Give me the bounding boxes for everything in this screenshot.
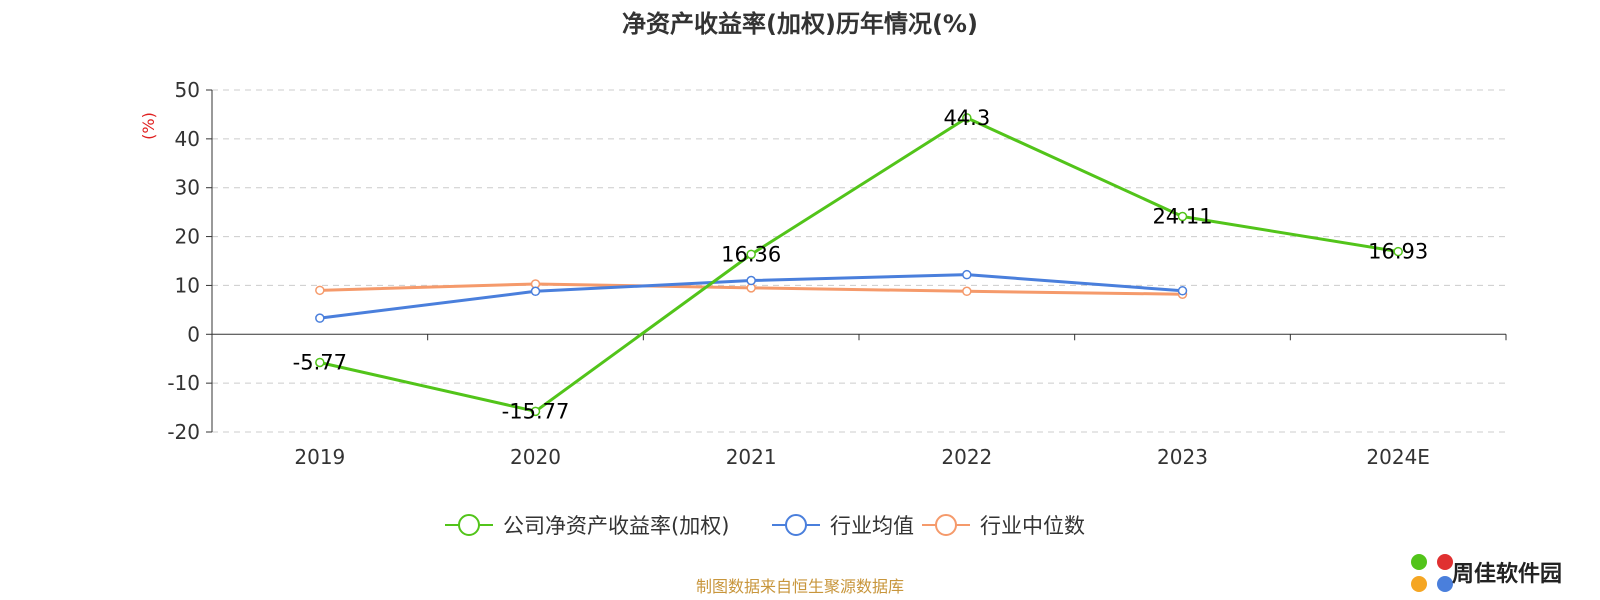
data-labels: -5.77 -15.77 16.36 44.3 24.11 16.93 xyxy=(293,106,1429,423)
legend-item[interactable]: 行业中位数 xyxy=(922,514,1085,538)
legend-marker xyxy=(935,514,957,536)
x-tick-label: 2024E xyxy=(1366,445,1430,469)
data-label: 24.11 xyxy=(1152,204,1212,228)
y-tick-label: 20 xyxy=(175,225,200,249)
legend-marker xyxy=(458,514,480,536)
data-point[interactable] xyxy=(1393,246,1403,257)
grid-lines xyxy=(212,89,1506,433)
data-point[interactable] xyxy=(315,357,325,368)
series-lines xyxy=(315,113,1403,417)
axes: 50 40 30 20 10 0 -10 -20 2019 2020 2021 2022 2023 202… xyxy=(167,78,1507,469)
data-label: 16.36 xyxy=(721,242,781,266)
x-tick-label: 2021 xyxy=(726,445,777,469)
y-tick-label: 30 xyxy=(175,176,200,200)
chart-title: 净资产收益率(加权)历年情况(%) xyxy=(622,10,978,38)
data-point[interactable] xyxy=(315,313,325,323)
pinwheel-logo-icon xyxy=(1411,554,1453,592)
x-tick-label: 2020 xyxy=(510,445,561,469)
y-tick-label: -20 xyxy=(167,420,200,444)
y-axis-label: (%) xyxy=(139,112,158,140)
data-label: -5.77 xyxy=(293,350,347,374)
series-line-0 xyxy=(319,116,1399,413)
data-point[interactable] xyxy=(1177,286,1188,296)
logo-text: 周佳软件园 xyxy=(1452,561,1562,587)
legend[interactable]: 公司净资产收益率(加权) 行业均值 行业中位数 xyxy=(445,514,1085,538)
logo: 周佳软件园 xyxy=(1411,554,1562,592)
legend-label: 公司净资产收益率(加权) xyxy=(503,514,729,538)
x-tick-label: 2019 xyxy=(294,445,345,469)
y-tick-label: 50 xyxy=(175,78,200,102)
legend-marker xyxy=(785,514,807,536)
data-point[interactable] xyxy=(962,286,972,297)
x-tick-label: 2023 xyxy=(1157,445,1208,469)
x-tick-label: 2022 xyxy=(941,445,992,469)
legend-label: 行业中位数 xyxy=(980,514,1085,538)
source-note: 制图数据来自恒生聚源数据库 xyxy=(696,577,904,596)
legend-item[interactable]: 公司净资产收益率(加权) xyxy=(445,514,729,538)
data-point[interactable] xyxy=(962,269,972,280)
data-point[interactable] xyxy=(746,275,756,286)
data-point[interactable] xyxy=(962,113,972,123)
y-tick-label: 40 xyxy=(175,127,200,151)
data-point[interactable] xyxy=(530,286,541,297)
legend-label: 行业均值 xyxy=(830,514,914,538)
data-label: -15.77 xyxy=(502,399,570,423)
y-tick-label: 10 xyxy=(175,273,200,297)
legend-item[interactable]: 行业均值 xyxy=(772,514,914,538)
y-tick-label: 0 xyxy=(187,322,200,346)
data-point[interactable] xyxy=(1177,211,1188,222)
data-point[interactable] xyxy=(315,285,325,296)
data-point[interactable] xyxy=(746,249,756,260)
data-label: 44.3 xyxy=(943,106,990,130)
data-point[interactable] xyxy=(530,406,541,417)
y-tick-label: -10 xyxy=(167,371,200,395)
data-label: 16.93 xyxy=(1368,240,1428,264)
